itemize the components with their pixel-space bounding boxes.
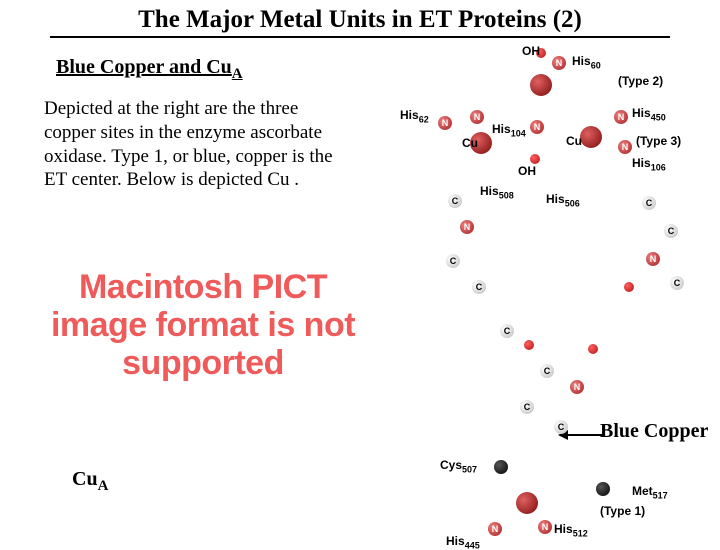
residue-label: (Type 1) [600,504,645,518]
residue-label: Cys507 [440,458,477,474]
molecule-diagram: NNNNNNCNCCCCNCCCNCCNNOHHis60(Type 2)His6… [370,44,710,534]
residue-label: Met517 [632,484,668,500]
residue-label: Cu [462,136,478,150]
residue-label: His508 [480,184,514,200]
atom [524,340,534,350]
atom: N [488,522,502,536]
residue-label: His104 [492,122,526,138]
residue-label: (Type 3) [636,134,681,148]
residue-label: His60 [572,54,601,70]
cua-sub: A [98,478,109,494]
atom [624,282,634,292]
subtitle-sub: A [232,66,243,82]
body-paragraph: Depicted at the right are the three copp… [44,97,354,217]
atom [588,344,598,354]
atom: C [664,224,678,238]
atom: N [646,252,660,266]
atom: C [642,196,656,210]
residue-label: (Type 2) [618,74,663,88]
residue-label: OH [522,44,540,58]
atom: N [530,120,544,134]
residue-label: His106 [632,156,666,172]
atom [580,126,602,148]
atom: C [540,364,554,378]
residue-label: OH [518,164,536,178]
residue-label: His506 [546,192,580,208]
subtitle-text: Blue Copper and Cu [56,56,232,78]
pict-error-message: Macintosh PICT image format is not suppo… [38,268,368,382]
atom: C [670,276,684,290]
atom: C [554,420,568,434]
atom [530,74,552,96]
atom [494,460,508,474]
atom: C [500,324,514,338]
atom: C [472,280,486,294]
atom [596,482,610,496]
atom: N [438,116,452,130]
atom [516,492,538,514]
residue-label: His62 [400,108,429,124]
atom: N [460,220,474,234]
atom: C [448,194,462,208]
atom: N [570,380,584,394]
residue-label: His450 [632,106,666,122]
atom: N [552,56,566,70]
atom: N [470,110,484,124]
residue-label: Cu [566,134,582,148]
atom [530,154,540,164]
page-title: The Major Metal Units in ET Proteins (2) [50,6,670,38]
atom: C [446,254,460,268]
residue-label: His445 [446,534,480,550]
residue-label: His512 [554,522,588,538]
atom: C [520,400,534,414]
atom: N [618,140,632,154]
cua-prefix: Cu [72,468,98,490]
atom: N [614,110,628,124]
atom: N [538,520,552,534]
cua-label: CuA [72,468,108,495]
